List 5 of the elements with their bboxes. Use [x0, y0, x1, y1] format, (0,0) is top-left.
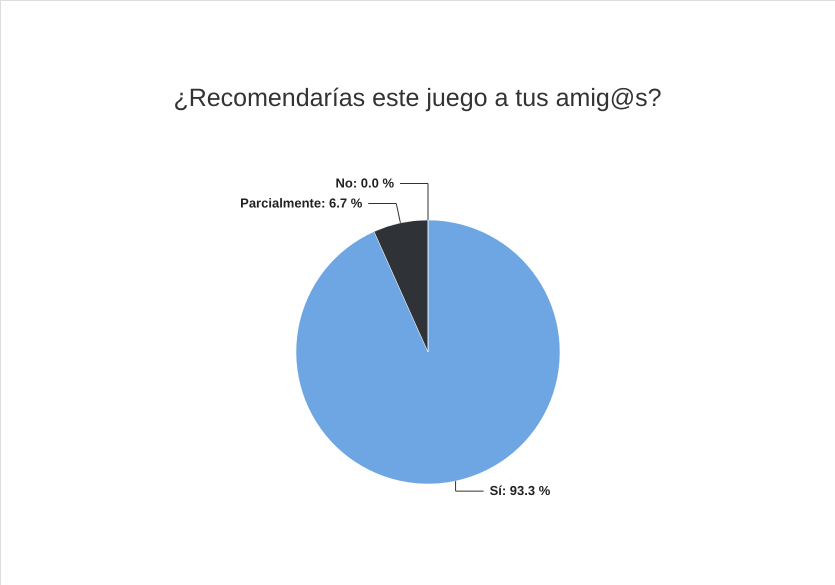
legend-label: No: 0.0 %: [335, 176, 394, 191]
slice-label: Sí: 93.3 %: [490, 483, 551, 498]
chart-title: ¿Recomendarías este juego a tus amig@s?: [173, 84, 662, 112]
slice-label: Parcialmente: 6.7 %: [240, 196, 363, 211]
pie-slice: [296, 220, 560, 484]
